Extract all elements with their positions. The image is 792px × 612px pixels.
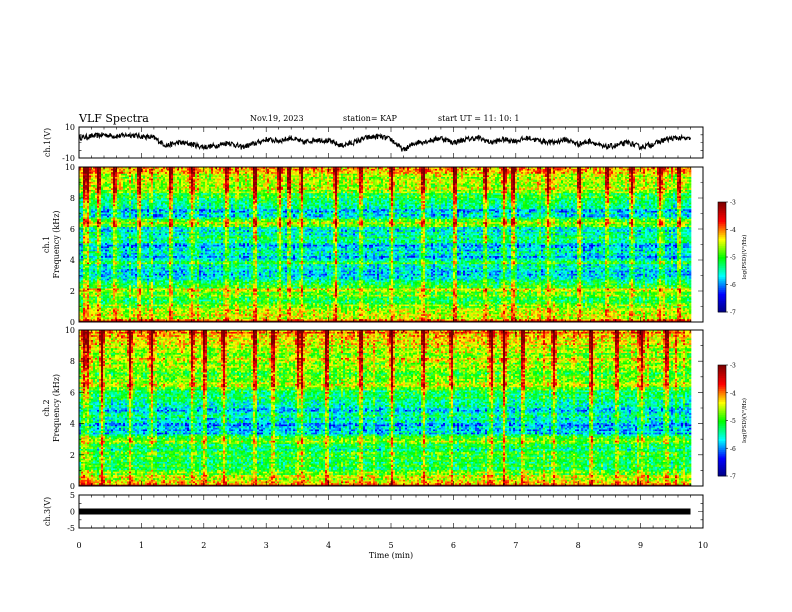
ch1-waveform-ytick-label: -10 [62,154,75,163]
vlf-spectra-page: VLF Spectra Nov.19, 2023 station= KAP st… [0,0,792,612]
ch1-waveform-ylabel: ch.1(V) [43,128,52,157]
ch1-waveform-ytick-label: 10 [65,123,75,132]
ch1-spectrogram-heatmap [79,167,691,322]
vlf-figure: 10-10ch.1(V)0246810ch.1 Frequency (kHz)-3… [0,0,792,612]
ch1-waveform-line [79,132,691,151]
